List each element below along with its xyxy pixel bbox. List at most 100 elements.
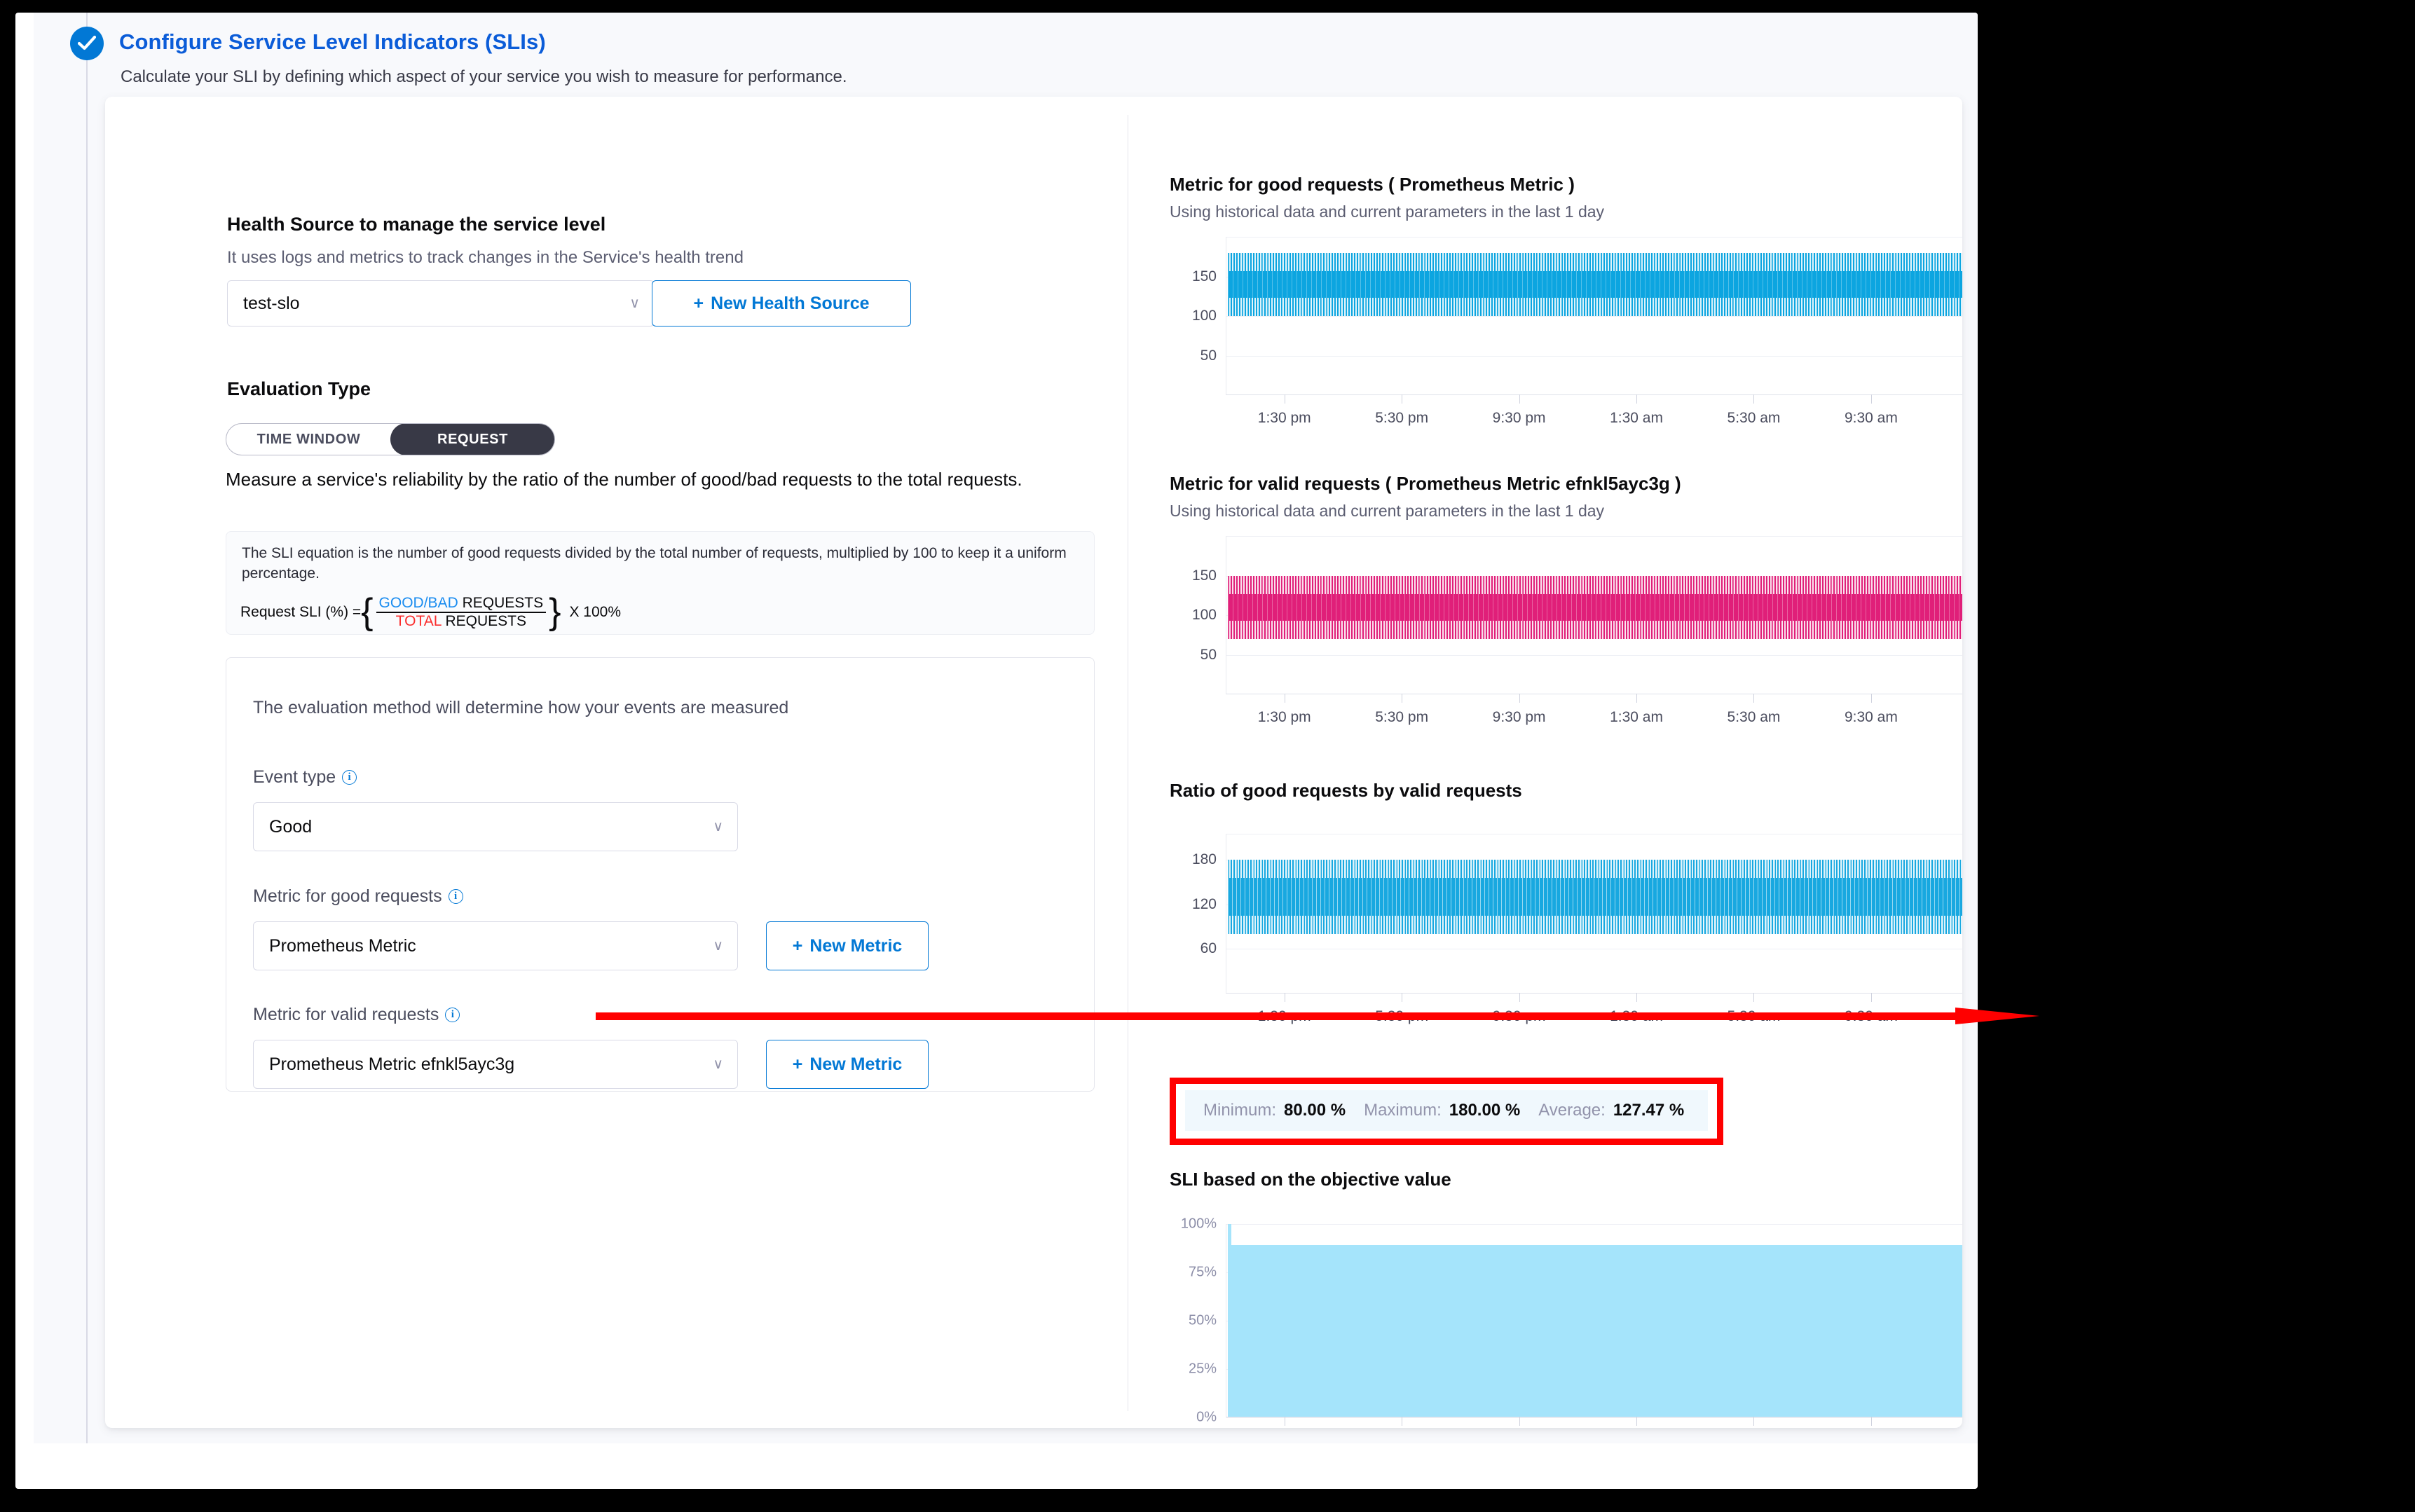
equation-denominator-accent: TOTAL	[395, 612, 442, 629]
event-type-label-text: Event type	[253, 767, 336, 787]
valid-metric-select[interactable]: Prometheus Metric efnkl5ayc3g ∨	[253, 1040, 738, 1089]
y-axis-tick-label: 100%	[1180, 1216, 1217, 1232]
new-good-metric-button[interactable]: + New Metric	[766, 921, 929, 970]
sli-form-column: Health Source to manage the service leve…	[105, 97, 1128, 1428]
average-label: Average:	[1538, 1101, 1606, 1120]
series-edge-bottom	[1228, 620, 1962, 639]
x-axis-tick	[1636, 394, 1638, 404]
gridline	[1226, 1417, 1962, 1418]
y-axis-tick-label: 50	[1200, 646, 1217, 663]
x-axis-tick-label: 1:30 pm	[1257, 410, 1311, 426]
new-valid-metric-button[interactable]: + New Metric	[766, 1040, 929, 1089]
health-source-select[interactable]: test-slo ∨	[227, 280, 655, 327]
x-axis-tick	[1519, 394, 1520, 404]
info-icon[interactable]: i	[445, 1008, 460, 1022]
y-axis-tick-label: 120	[1191, 895, 1217, 912]
y-axis-tick-label: 180	[1191, 851, 1217, 868]
sli-equation-text: The SLI equation is the number of good r…	[242, 545, 1067, 582]
stepper-rail	[86, 13, 88, 1443]
chart-title: Metric for valid requests ( Prometheus M…	[1170, 473, 1681, 494]
x-axis-tick	[1636, 993, 1638, 1002]
x-axis-tick	[1753, 394, 1755, 404]
x-axis-tick	[1870, 993, 1872, 1002]
new-health-source-button[interactable]: + New Health Source	[652, 280, 911, 327]
chart-title: SLI based on the objective value	[1170, 1169, 1451, 1190]
equation-denominator-rest: REQUESTS	[441, 612, 526, 629]
plus-icon: +	[792, 935, 803, 956]
evaluation-method-hint: The evaluation method will determine how…	[253, 698, 789, 717]
series-edge-top	[1228, 252, 1962, 271]
x-axis-tick-label: 5:30 am	[1727, 709, 1781, 725]
chart-sli-objective: SLI based on the objective value 0% 25% 50…	[1170, 1169, 1962, 1428]
y-axis-tick-label: 25%	[1188, 1361, 1217, 1377]
event-type-label: Event type i	[253, 767, 357, 788]
x-axis-tick	[1753, 694, 1755, 703]
good-metric-select[interactable]: Prometheus Metric ∨	[253, 921, 738, 970]
x-axis-tick	[1519, 1417, 1520, 1426]
gridline	[1226, 316, 1962, 317]
gridline	[1226, 237, 1962, 238]
new-health-source-label: New Health Source	[711, 293, 870, 313]
annotation-arrow-icon	[596, 1008, 2039, 1024]
equation-numerator: GOOD/BAD REQUESTS	[376, 595, 547, 613]
x-axis-tick	[1753, 993, 1755, 1002]
x-axis-tick	[1636, 694, 1638, 703]
series-edge-bottom	[1228, 297, 1962, 316]
x-axis-tick	[1870, 694, 1872, 703]
chart-plot: 0%25%50%75%100%1:30 PM5:30 PM9:30 PM1:30…	[1170, 1216, 1962, 1428]
check-circle-icon	[70, 27, 104, 60]
chart-good-requests: Metric for good requests ( Prometheus Me…	[1170, 174, 1962, 426]
plot-frame: 60 120 180	[1192, 834, 1962, 994]
info-icon[interactable]: i	[342, 770, 357, 785]
good-metric-label: Metric for good requests i	[253, 886, 463, 907]
valid-metric-label: Metric for valid requests i	[253, 1005, 460, 1025]
page-subtitle: Calculate your SLI by defining which asp…	[121, 67, 847, 86]
ratio-stats-highlight-wrapper: Minimum: 80.00 % Maximum: 180.00 % Avera…	[1170, 1078, 1723, 1145]
gridline	[1226, 654, 1962, 656]
minimum-label: Minimum:	[1203, 1101, 1277, 1120]
equation-denominator: TOTAL REQUESTS	[393, 613, 529, 630]
y-axis-tick-label: 150	[1191, 268, 1217, 284]
chevron-down-icon: ∨	[713, 819, 723, 834]
health-source-heading: Health Source to manage the service leve…	[227, 214, 606, 235]
toggle-option-time-window[interactable]: TIME WINDOW	[256, 431, 361, 447]
valid-metric-value: Prometheus Metric efnkl5ayc3g	[269, 1054, 515, 1074]
series-area	[1228, 252, 1962, 316]
chart-title: Ratio of good requests by valid requests	[1170, 780, 1522, 801]
y-axis-tick-label: 0%	[1196, 1409, 1217, 1425]
brace-left-icon: {	[361, 591, 374, 633]
chart-title: Metric for good requests ( Prometheus Me…	[1170, 174, 1575, 195]
equation-numerator-accent: GOOD/BAD	[378, 595, 458, 611]
chart-plot: 50 100 150 1:30 pm 5:30 pm 9:30 pm 1:30 am 5:30…	[1170, 237, 1962, 426]
y-axis-tick-label: 100	[1191, 308, 1217, 324]
toggle-option-request[interactable]: REQUEST	[390, 424, 554, 455]
event-type-select[interactable]: Good ∨	[253, 802, 738, 851]
chart-subtitle: Using historical data and current parame…	[1170, 202, 1605, 221]
x-axis-tick-label: 5:30 am	[1727, 410, 1781, 426]
x-axis: 1:30 pm5:30 pm9:30 pm1:30 am5:30 am9:30 …	[1226, 993, 1962, 1024]
chart-ratio: Ratio of good requests by valid requests…	[1170, 780, 1962, 1024]
evaluation-type-toggle[interactable]: TIME WINDOW REQUEST	[226, 423, 555, 455]
ratio-stats-bar: Minimum: 80.00 % Maximum: 180.00 % Avera…	[1185, 1090, 1708, 1131]
gridline	[1226, 1224, 1962, 1225]
y-axis-tick-label: 100	[1191, 607, 1217, 623]
chart-valid-requests: Metric for valid requests ( Prometheus M…	[1170, 473, 1962, 725]
health-source-description: It uses logs and metrics to track change…	[227, 248, 744, 267]
x-axis-tick-label: 1:30 am	[1610, 709, 1663, 725]
x-axis-tick-label: 1:30 am	[1610, 410, 1663, 426]
event-type-value: Good	[269, 816, 313, 837]
x-axis-tick-label: 9:30 am	[1844, 709, 1898, 725]
equation-tail: X 100%	[569, 603, 622, 620]
x-axis-tick	[1870, 394, 1872, 404]
series-area	[1228, 1245, 1962, 1417]
gridline	[1226, 355, 1962, 357]
brace-right-icon: }	[549, 591, 561, 633]
info-icon[interactable]: i	[448, 889, 463, 904]
chart-plot: 60 120 180 1:30 pm5:30 pm9:30 pm1:30 am5:30…	[1170, 834, 1962, 1024]
new-good-metric-label: New Metric	[809, 935, 903, 956]
chevron-down-icon: ∨	[713, 938, 723, 954]
y-axis-tick-label: 50	[1200, 347, 1217, 364]
series-area	[1228, 575, 1962, 639]
series-edge-top	[1228, 860, 1962, 879]
y-axis-tick-label: 75%	[1188, 1264, 1217, 1280]
